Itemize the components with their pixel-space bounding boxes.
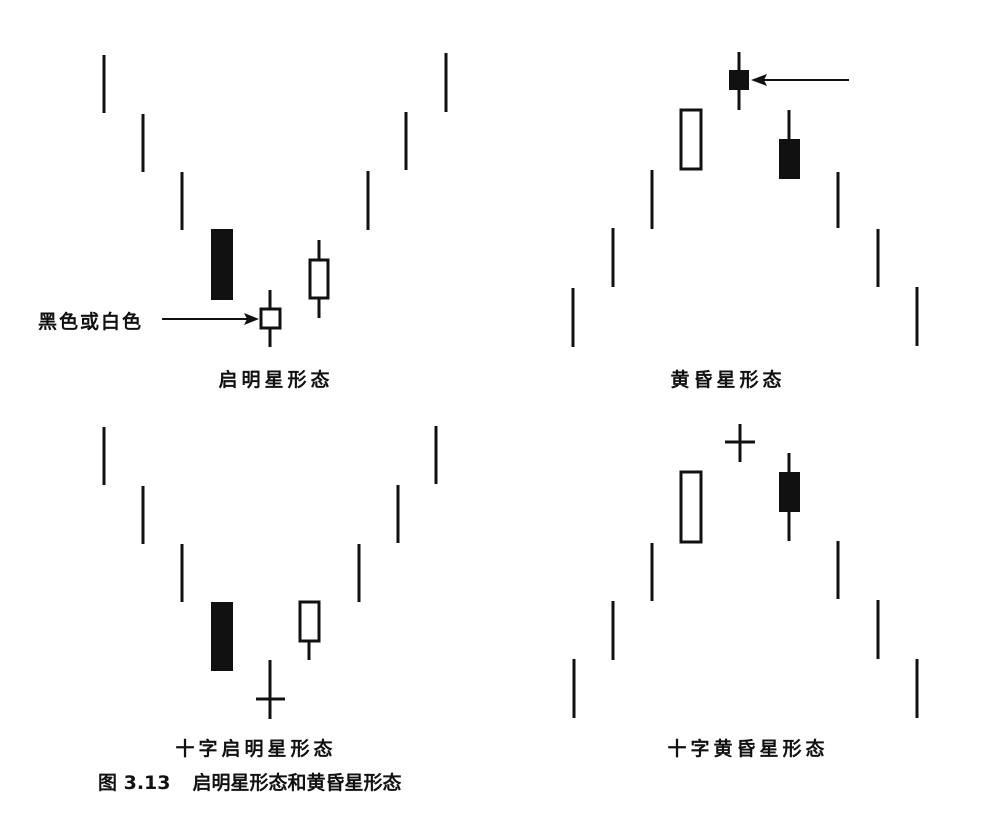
star-candle xyxy=(259,307,282,330)
morning-star-diagram xyxy=(102,53,448,347)
figure-title: 启明星形态和黄昏星形态 xyxy=(192,772,402,794)
white-candle xyxy=(298,600,321,643)
white-candle xyxy=(308,258,330,300)
black-candle xyxy=(211,602,233,671)
evening-star-diagram xyxy=(571,52,919,347)
white-candle xyxy=(679,108,703,171)
doji-evening-star-label: 十字黄昏星形态 xyxy=(667,738,829,760)
figure-caption: 图 3.13 启明星形态和黄昏星形态 xyxy=(98,768,424,795)
white-candle xyxy=(679,470,703,544)
figure-number: 图 3.13 xyxy=(98,772,171,794)
arrowhead-icon xyxy=(244,313,259,325)
morning-star-label: 启明星形态 xyxy=(218,369,334,391)
color-annotation: 黑色或白色 xyxy=(38,311,144,333)
arrowhead-icon xyxy=(751,74,767,86)
black-candle xyxy=(779,472,800,512)
doji-morning-star-label: 十字启明星形态 xyxy=(175,738,337,760)
star-pointer-arrow xyxy=(751,74,849,86)
doji-evening-star-diagram xyxy=(572,424,919,718)
black-candle xyxy=(779,139,800,179)
star-candle xyxy=(729,70,749,90)
doji-morning-star-diagram xyxy=(102,426,438,719)
annotation-arrow xyxy=(162,313,259,325)
black-candle xyxy=(211,229,233,300)
evening-star-label: 黄昏星形态 xyxy=(670,369,786,391)
